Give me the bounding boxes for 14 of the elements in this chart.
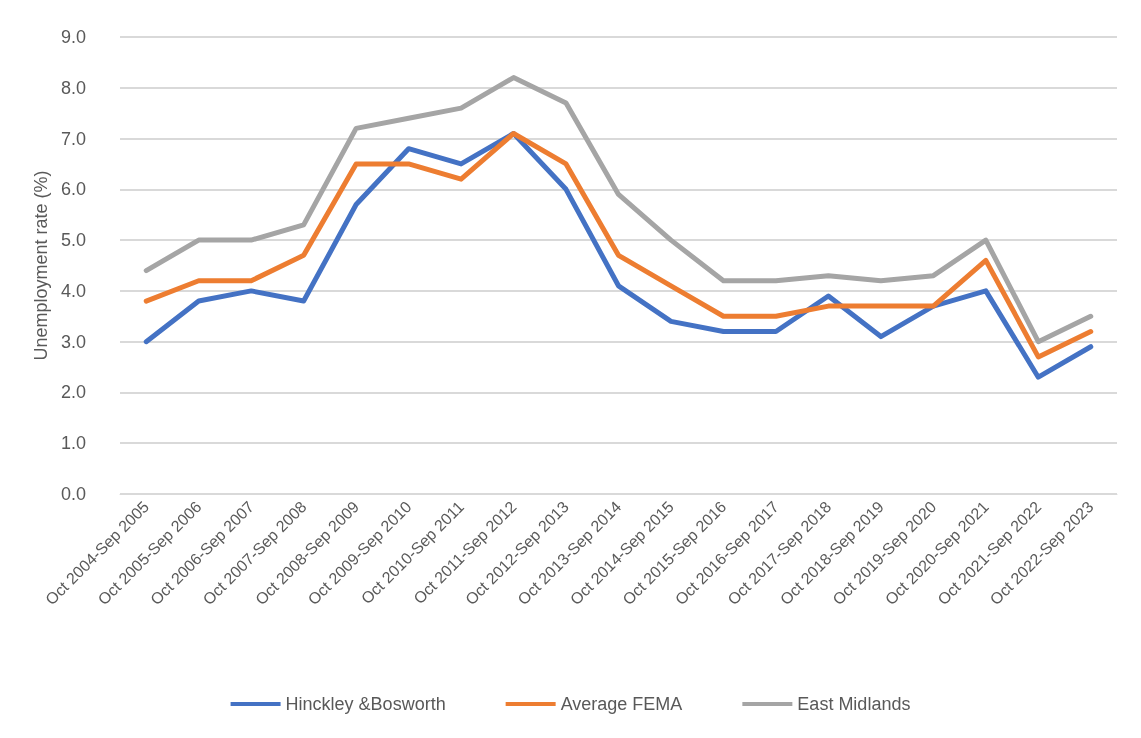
legend-label: Hinckley &Bosworth <box>285 694 446 714</box>
y-tick-label: 4.0 <box>60 280 86 301</box>
y-tick-label: 8.0 <box>60 77 86 98</box>
y-tick-label: 2.0 <box>60 382 86 403</box>
y-axis-title: Unemployment rate (%) <box>31 170 52 361</box>
y-tick-label: 6.0 <box>60 179 86 200</box>
legend-label: East Midlands <box>797 694 911 714</box>
legend-label: Average FEMA <box>560 694 683 714</box>
y-tick-label: 1.0 <box>60 433 86 454</box>
y-tick-label: 5.0 <box>60 230 86 251</box>
y-tick-label: 7.0 <box>60 128 86 149</box>
y-tick-label: 0.0 <box>60 484 86 504</box>
y-tick-label: 9.0 <box>60 27 86 47</box>
y-tick-label: 3.0 <box>60 331 86 352</box>
